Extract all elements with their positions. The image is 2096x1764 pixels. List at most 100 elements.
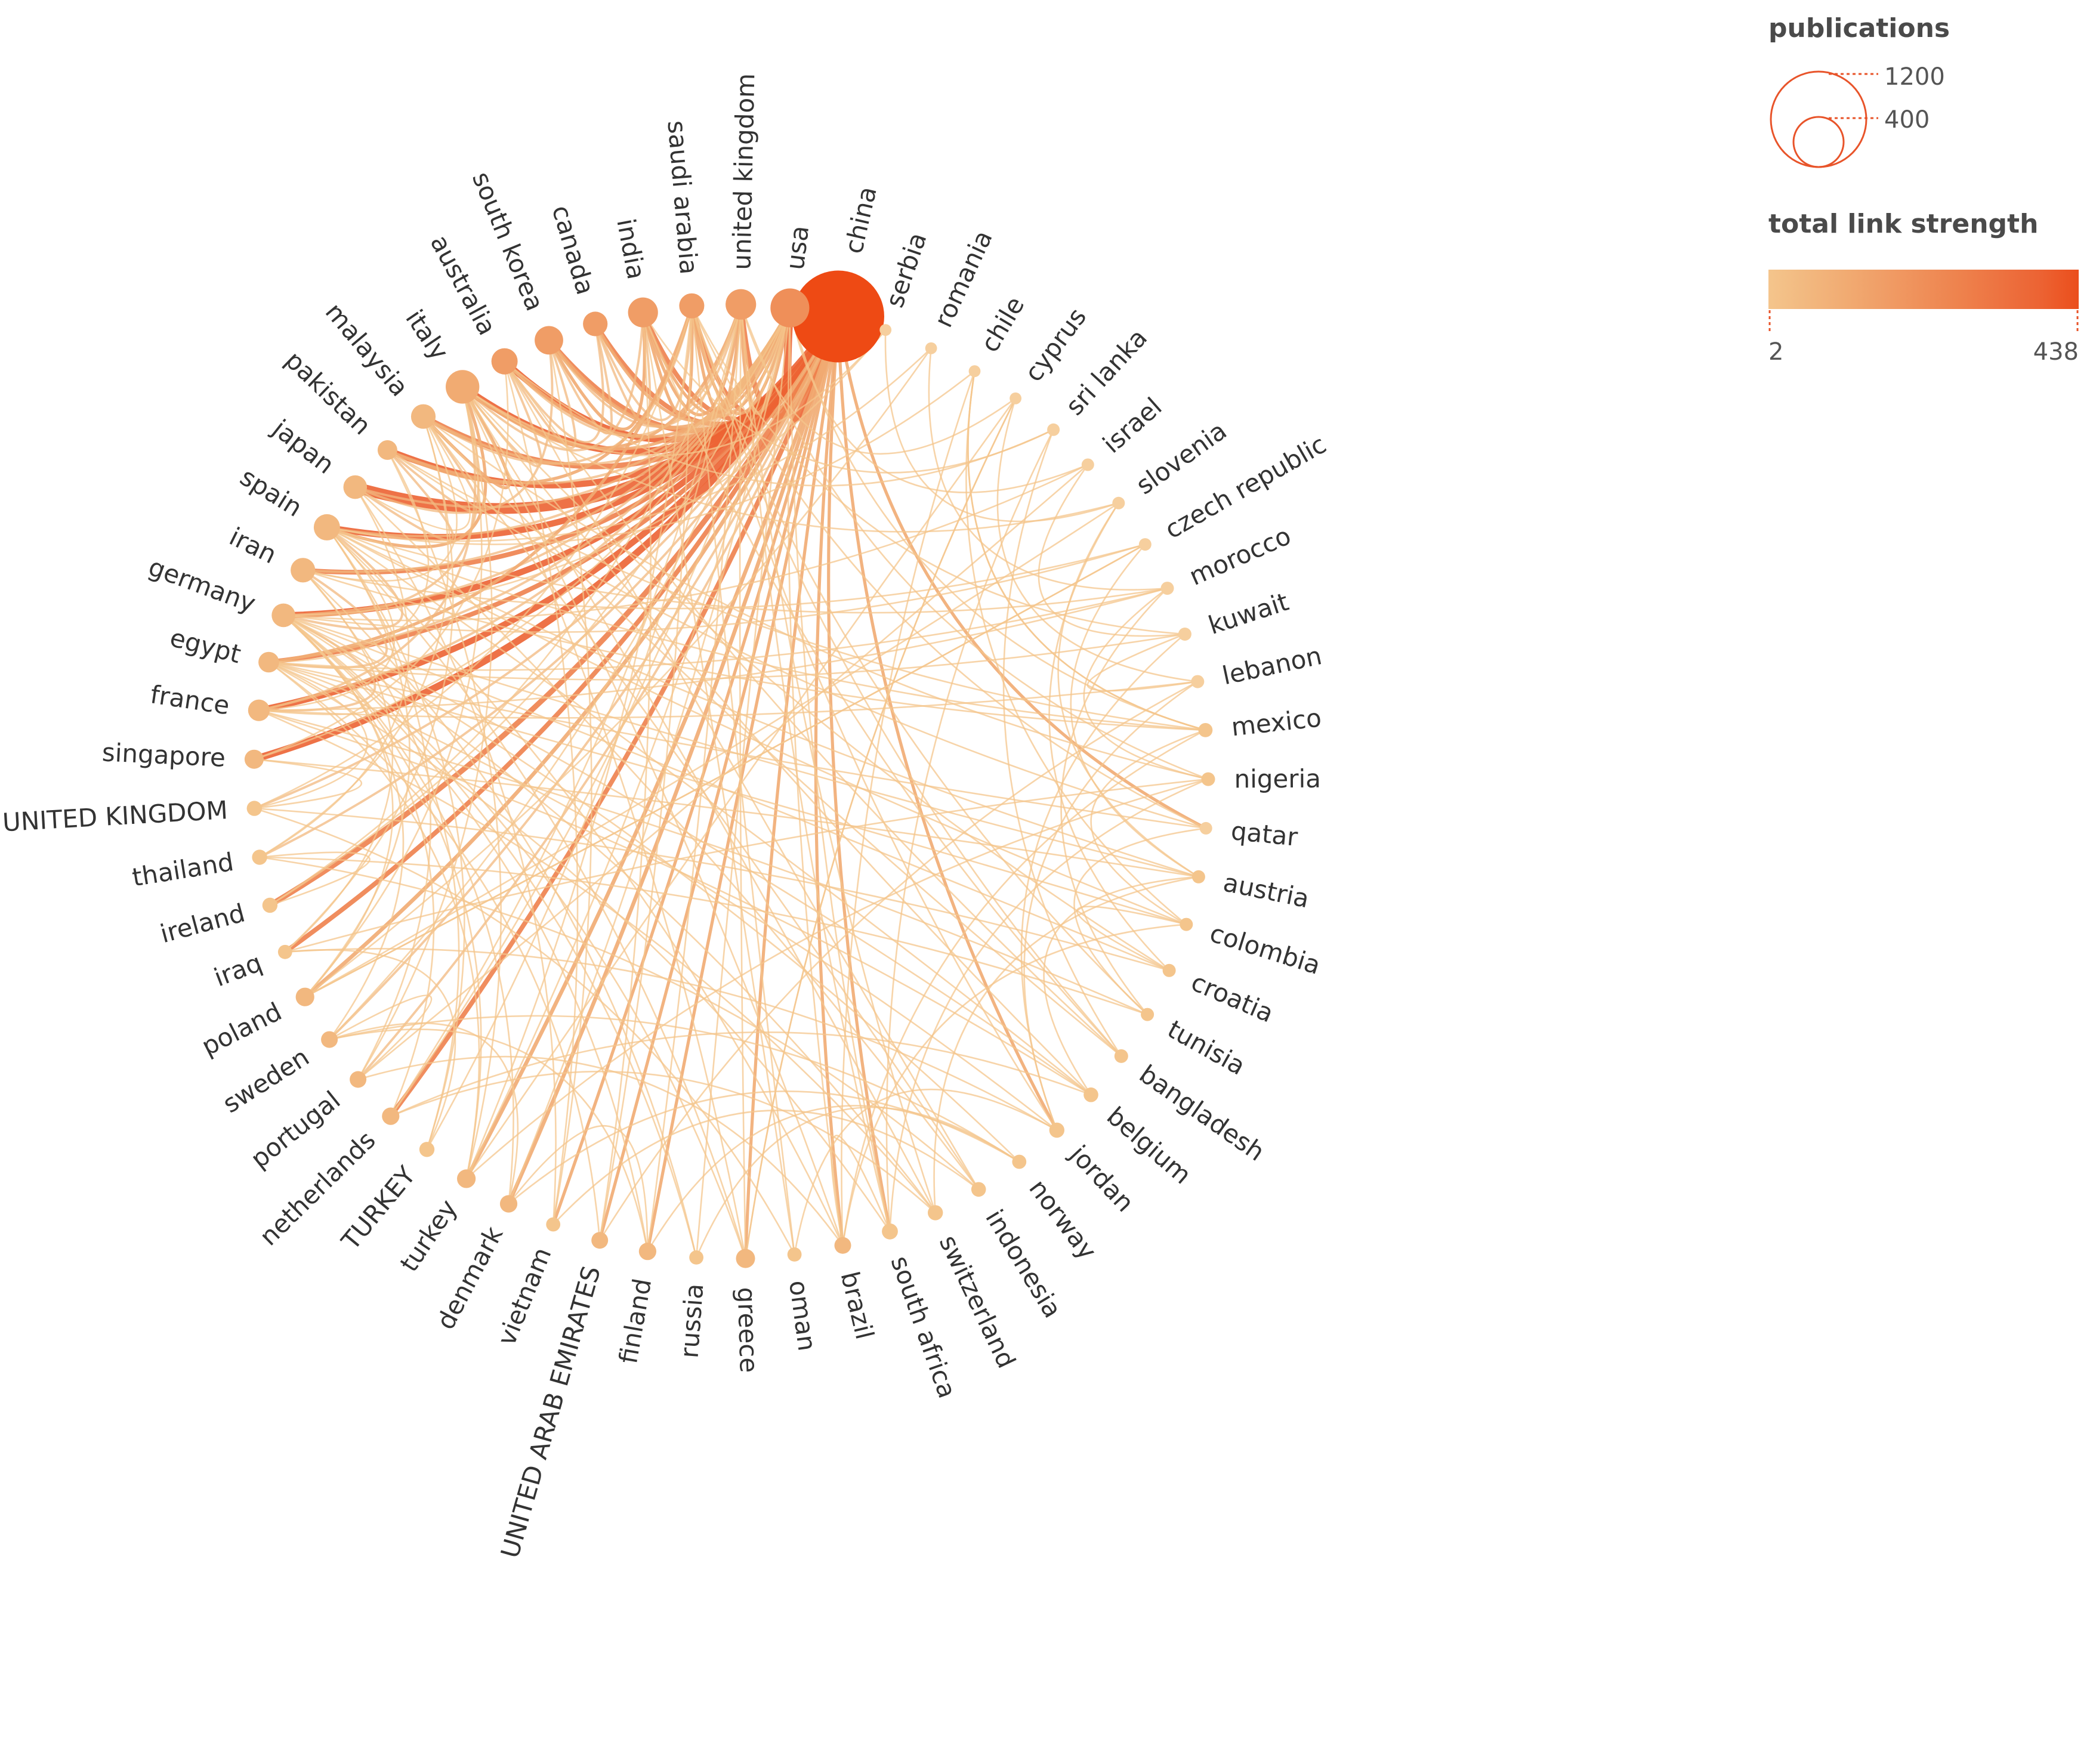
node-romania[interactable] xyxy=(925,342,937,354)
node-singapore[interactable] xyxy=(244,749,264,769)
link-indonesia-vietnam xyxy=(552,1110,979,1225)
node-united-arab-emirates[interactable] xyxy=(591,1232,609,1249)
node-australia[interactable] xyxy=(491,348,518,375)
node-united-kingdom[interactable] xyxy=(246,801,262,816)
node-label-serbia: serbia xyxy=(880,228,933,311)
link-russia-usa xyxy=(695,307,791,1258)
link-united-kingdom-saudi-arabia xyxy=(254,305,693,810)
node-austria[interactable] xyxy=(1191,870,1205,883)
node-oman[interactable] xyxy=(787,1247,802,1262)
link-netherlands-usa xyxy=(390,307,791,1117)
link-kuwait-lebanon xyxy=(1086,633,1198,692)
node-poland[interactable] xyxy=(295,987,314,1006)
node-japan[interactable] xyxy=(343,475,368,499)
link-lebanon-jordan xyxy=(1023,681,1199,1130)
node-israel[interactable] xyxy=(1081,458,1094,471)
node-malaysia[interactable] xyxy=(410,404,436,429)
node-russia[interactable] xyxy=(689,1250,703,1265)
node-portugal[interactable] xyxy=(350,1071,367,1088)
node-ireland[interactable] xyxy=(262,897,278,913)
legend-size-circle-small xyxy=(1792,116,1845,168)
node-finland[interactable] xyxy=(638,1243,656,1261)
node-chile[interactable] xyxy=(968,365,981,378)
link-nigeria-united-kingdom xyxy=(740,304,1209,780)
node-greece[interactable] xyxy=(736,1249,755,1268)
node-label-spain: spain xyxy=(235,462,307,523)
node-label-egypt: egypt xyxy=(167,623,244,669)
link-denmark-usa xyxy=(508,307,791,1204)
node-label-italy: italy xyxy=(400,304,454,365)
node-denmark[interactable] xyxy=(499,1195,518,1213)
link-cyprus-lebanon xyxy=(996,398,1198,682)
node-iraq[interactable] xyxy=(277,944,292,959)
node-india[interactable] xyxy=(628,297,658,328)
node-iran[interactable] xyxy=(291,558,316,583)
node-south-africa[interactable] xyxy=(882,1223,898,1240)
link-jordan-oman xyxy=(794,1088,1057,1255)
link-brazil-usa xyxy=(787,308,844,1246)
node-label-austria: austria xyxy=(1221,867,1311,913)
link-malaysia-pakistan xyxy=(387,416,481,514)
node-saudi-arabia[interactable] xyxy=(679,293,705,319)
link-finland-sweden xyxy=(329,1028,649,1252)
node-qatar[interactable] xyxy=(1199,821,1212,835)
node-nigeria[interactable] xyxy=(1201,772,1215,786)
link-bangladesh-india xyxy=(642,312,1122,1057)
legend-size-circle-large xyxy=(1770,70,1867,168)
node-mexico[interactable] xyxy=(1198,723,1213,737)
node-colombia[interactable] xyxy=(1180,917,1193,931)
node-label-brazil: brazil xyxy=(835,1269,879,1342)
node-brazil[interactable] xyxy=(834,1237,851,1254)
node-label-ireland: ireland xyxy=(157,898,248,949)
node-canada[interactable] xyxy=(583,311,608,336)
node-egypt[interactable] xyxy=(258,651,279,673)
node-label-mexico: mexico xyxy=(1230,703,1323,742)
node-spain[interactable] xyxy=(313,514,340,540)
node-czech-republic[interactable] xyxy=(1138,538,1152,551)
link-russia-germany xyxy=(283,614,697,1258)
node-belgium[interactable] xyxy=(1084,1087,1098,1102)
node-thailand[interactable] xyxy=(252,849,267,865)
node-china[interactable] xyxy=(792,270,884,363)
node-turkey[interactable] xyxy=(419,1142,435,1157)
node-slovenia[interactable] xyxy=(1112,496,1125,509)
node-indonesia[interactable] xyxy=(971,1182,986,1197)
link-switzerland-italy xyxy=(462,386,936,1213)
node-switzerland[interactable] xyxy=(928,1205,943,1221)
node-serbia[interactable] xyxy=(879,324,892,336)
node-lebanon[interactable] xyxy=(1191,675,1205,688)
links-layer xyxy=(253,304,1209,1259)
node-bangladesh[interactable] xyxy=(1114,1049,1128,1063)
node-jordan[interactable] xyxy=(1049,1122,1065,1138)
node-morocco[interactable] xyxy=(1160,582,1174,595)
link-sri-lanka-india xyxy=(642,312,1054,474)
node-turkey[interactable] xyxy=(457,1169,476,1188)
link-sweden-usa xyxy=(329,307,791,1040)
node-cyprus[interactable] xyxy=(1010,392,1021,404)
link-brazil-spain xyxy=(326,526,844,1246)
node-netherlands[interactable] xyxy=(382,1107,400,1125)
node-croatia[interactable] xyxy=(1162,963,1176,977)
node-usa[interactable] xyxy=(770,288,810,328)
node-italy[interactable] xyxy=(446,370,480,404)
node-tunisia[interactable] xyxy=(1141,1008,1155,1021)
node-vietnam[interactable] xyxy=(546,1217,561,1232)
node-norway[interactable] xyxy=(1012,1154,1027,1169)
node-france[interactable] xyxy=(248,699,270,721)
link-turkey-usa xyxy=(465,307,791,1179)
node-label-france: france xyxy=(149,679,231,720)
node-kuwait[interactable] xyxy=(1178,628,1191,641)
node-united-kingdom[interactable] xyxy=(726,289,757,320)
node-germany[interactable] xyxy=(271,603,295,628)
link-ireland-united-kingdom xyxy=(269,304,742,906)
node-south-korea[interactable] xyxy=(535,326,563,355)
node-sri-lanka[interactable] xyxy=(1047,423,1060,436)
link-china-netherlands xyxy=(388,316,841,1118)
node-label-finland: finland xyxy=(613,1276,657,1366)
link-singapore-usa xyxy=(254,307,791,760)
node-pakistan[interactable] xyxy=(377,440,397,460)
node-label-thailand: thailand xyxy=(130,847,236,892)
link-croatia-germany xyxy=(283,614,1170,972)
node-sweden[interactable] xyxy=(321,1031,338,1048)
link-austria-belgium xyxy=(1043,876,1199,1095)
